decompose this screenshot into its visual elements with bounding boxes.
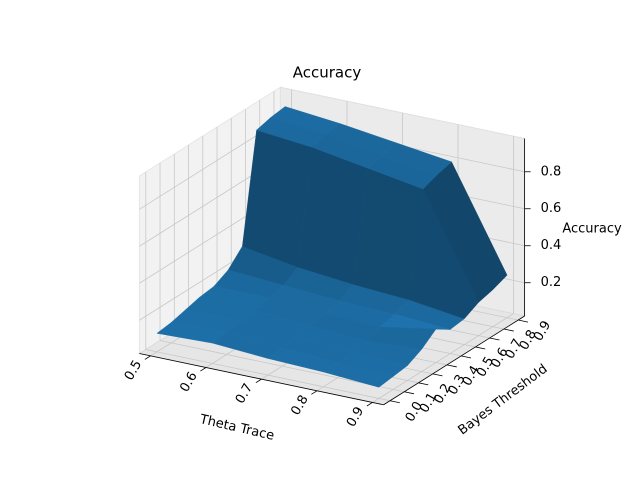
x-axis-label: Theta Trace [197,412,275,444]
z-tick-label: 0.8 [541,164,562,179]
y-tick [432,373,443,377]
z-tick-label: 0.4 [541,238,562,253]
surface-patch [367,155,438,190]
x-grid-line [372,313,514,403]
surface [156,106,508,388]
y-tick [389,400,400,404]
x-tick-label: 0.5 [122,358,145,383]
y-grid-line [145,349,391,402]
surface-patch [322,362,394,388]
y-tick [518,319,529,323]
x-tick-label: 0.8 [288,393,311,418]
x-tick [255,378,262,384]
y-tick [475,346,486,350]
z-tick-label: 0.6 [541,201,562,216]
y-tick [418,382,429,386]
y-axis-line [383,315,525,406]
z-tick-label: 0.2 [541,275,562,290]
x-tick-label: 0.6 [177,369,200,394]
x-tick [311,390,318,395]
x-tick [144,355,151,360]
x-tick-label: 0.7 [233,381,256,406]
y-tick [404,391,415,395]
x-tick-label: 0.9 [344,404,367,429]
y-tick [461,355,472,359]
y-tick [446,364,457,368]
z-axis-label: Accuracy [562,222,622,237]
y-tick [503,328,514,332]
chart-title: Accuracy [293,64,362,82]
y-tick [489,337,500,341]
x-tick [200,367,207,372]
x-tick [366,402,373,407]
x-axis-line [139,353,384,406]
